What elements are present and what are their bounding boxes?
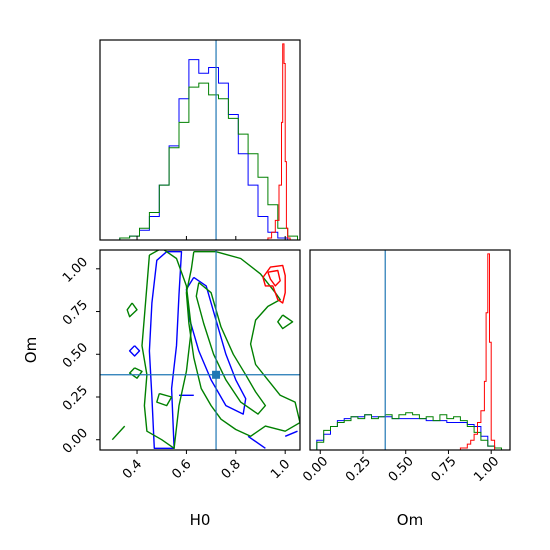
contour-blue-5 bbox=[284, 430, 298, 437]
contour-blue-4 bbox=[247, 435, 266, 449]
h0-hist-green bbox=[100, 82, 298, 241]
x-axis-label-om: Om bbox=[397, 511, 423, 529]
h0-x-tick-label-2: 0.8 bbox=[219, 457, 244, 482]
contour-red-0 bbox=[262, 264, 286, 304]
om-x-tick-label-1: 0.25 bbox=[343, 454, 374, 485]
joint-contours bbox=[111, 250, 300, 449]
om-x-tick-label-3: 0.75 bbox=[428, 454, 459, 485]
contour-blue-2 bbox=[128, 345, 141, 357]
om-hist-blue bbox=[316, 414, 502, 450]
contour-green-1 bbox=[185, 250, 300, 437]
h0-hist-frame bbox=[99, 39, 301, 241]
om-hist-green bbox=[316, 412, 502, 450]
y-axis-label-om: Om bbox=[22, 337, 40, 363]
contour-blue-0 bbox=[148, 250, 183, 449]
x-axis-label-h0: H0 bbox=[190, 511, 211, 529]
h0-x-tick-label-3: 1.0 bbox=[268, 457, 293, 482]
contour-green-4 bbox=[128, 367, 143, 379]
contour-green-6 bbox=[277, 314, 294, 330]
contour-green-3 bbox=[126, 302, 138, 318]
om-x-tick-label-2: 0.50 bbox=[386, 454, 417, 485]
om-y-tick-label-4: 1.00 bbox=[60, 255, 91, 286]
om-y-tick-label-3: 0.75 bbox=[60, 298, 91, 329]
joint-contour-panel: 0.4 0.6 0.8 1.0 0.00 0.25 0.50 0.75 1.00 bbox=[60, 250, 300, 482]
contour-red-1 bbox=[267, 269, 281, 287]
h0-x-tick-label-1: 0.6 bbox=[169, 457, 194, 482]
h0-histogram-panel bbox=[100, 40, 298, 241]
om-x-tick-label-0: 0.00 bbox=[300, 454, 331, 485]
joint-frame bbox=[99, 249, 301, 451]
truth-marker bbox=[212, 370, 221, 379]
labels: H0 Om Om bbox=[22, 337, 423, 529]
contour-green-7 bbox=[111, 425, 126, 441]
contour-green-2 bbox=[195, 281, 267, 415]
om-x-tick-label-4: 1.00 bbox=[471, 454, 502, 485]
h0-hist-red bbox=[267, 43, 291, 240]
panel-frames bbox=[99, 39, 511, 451]
om-y-tick-label-0: 0.00 bbox=[60, 426, 91, 457]
om-hist-red bbox=[459, 253, 496, 450]
contour-green-0 bbox=[141, 250, 193, 449]
om-hist-frame bbox=[309, 249, 511, 451]
om-y-tick-label-1: 0.25 bbox=[60, 383, 91, 414]
h0-x-tick-label-0: 0.4 bbox=[120, 457, 145, 482]
contour-green-5 bbox=[156, 392, 173, 407]
om-y-tick-label-2: 0.50 bbox=[60, 340, 91, 371]
